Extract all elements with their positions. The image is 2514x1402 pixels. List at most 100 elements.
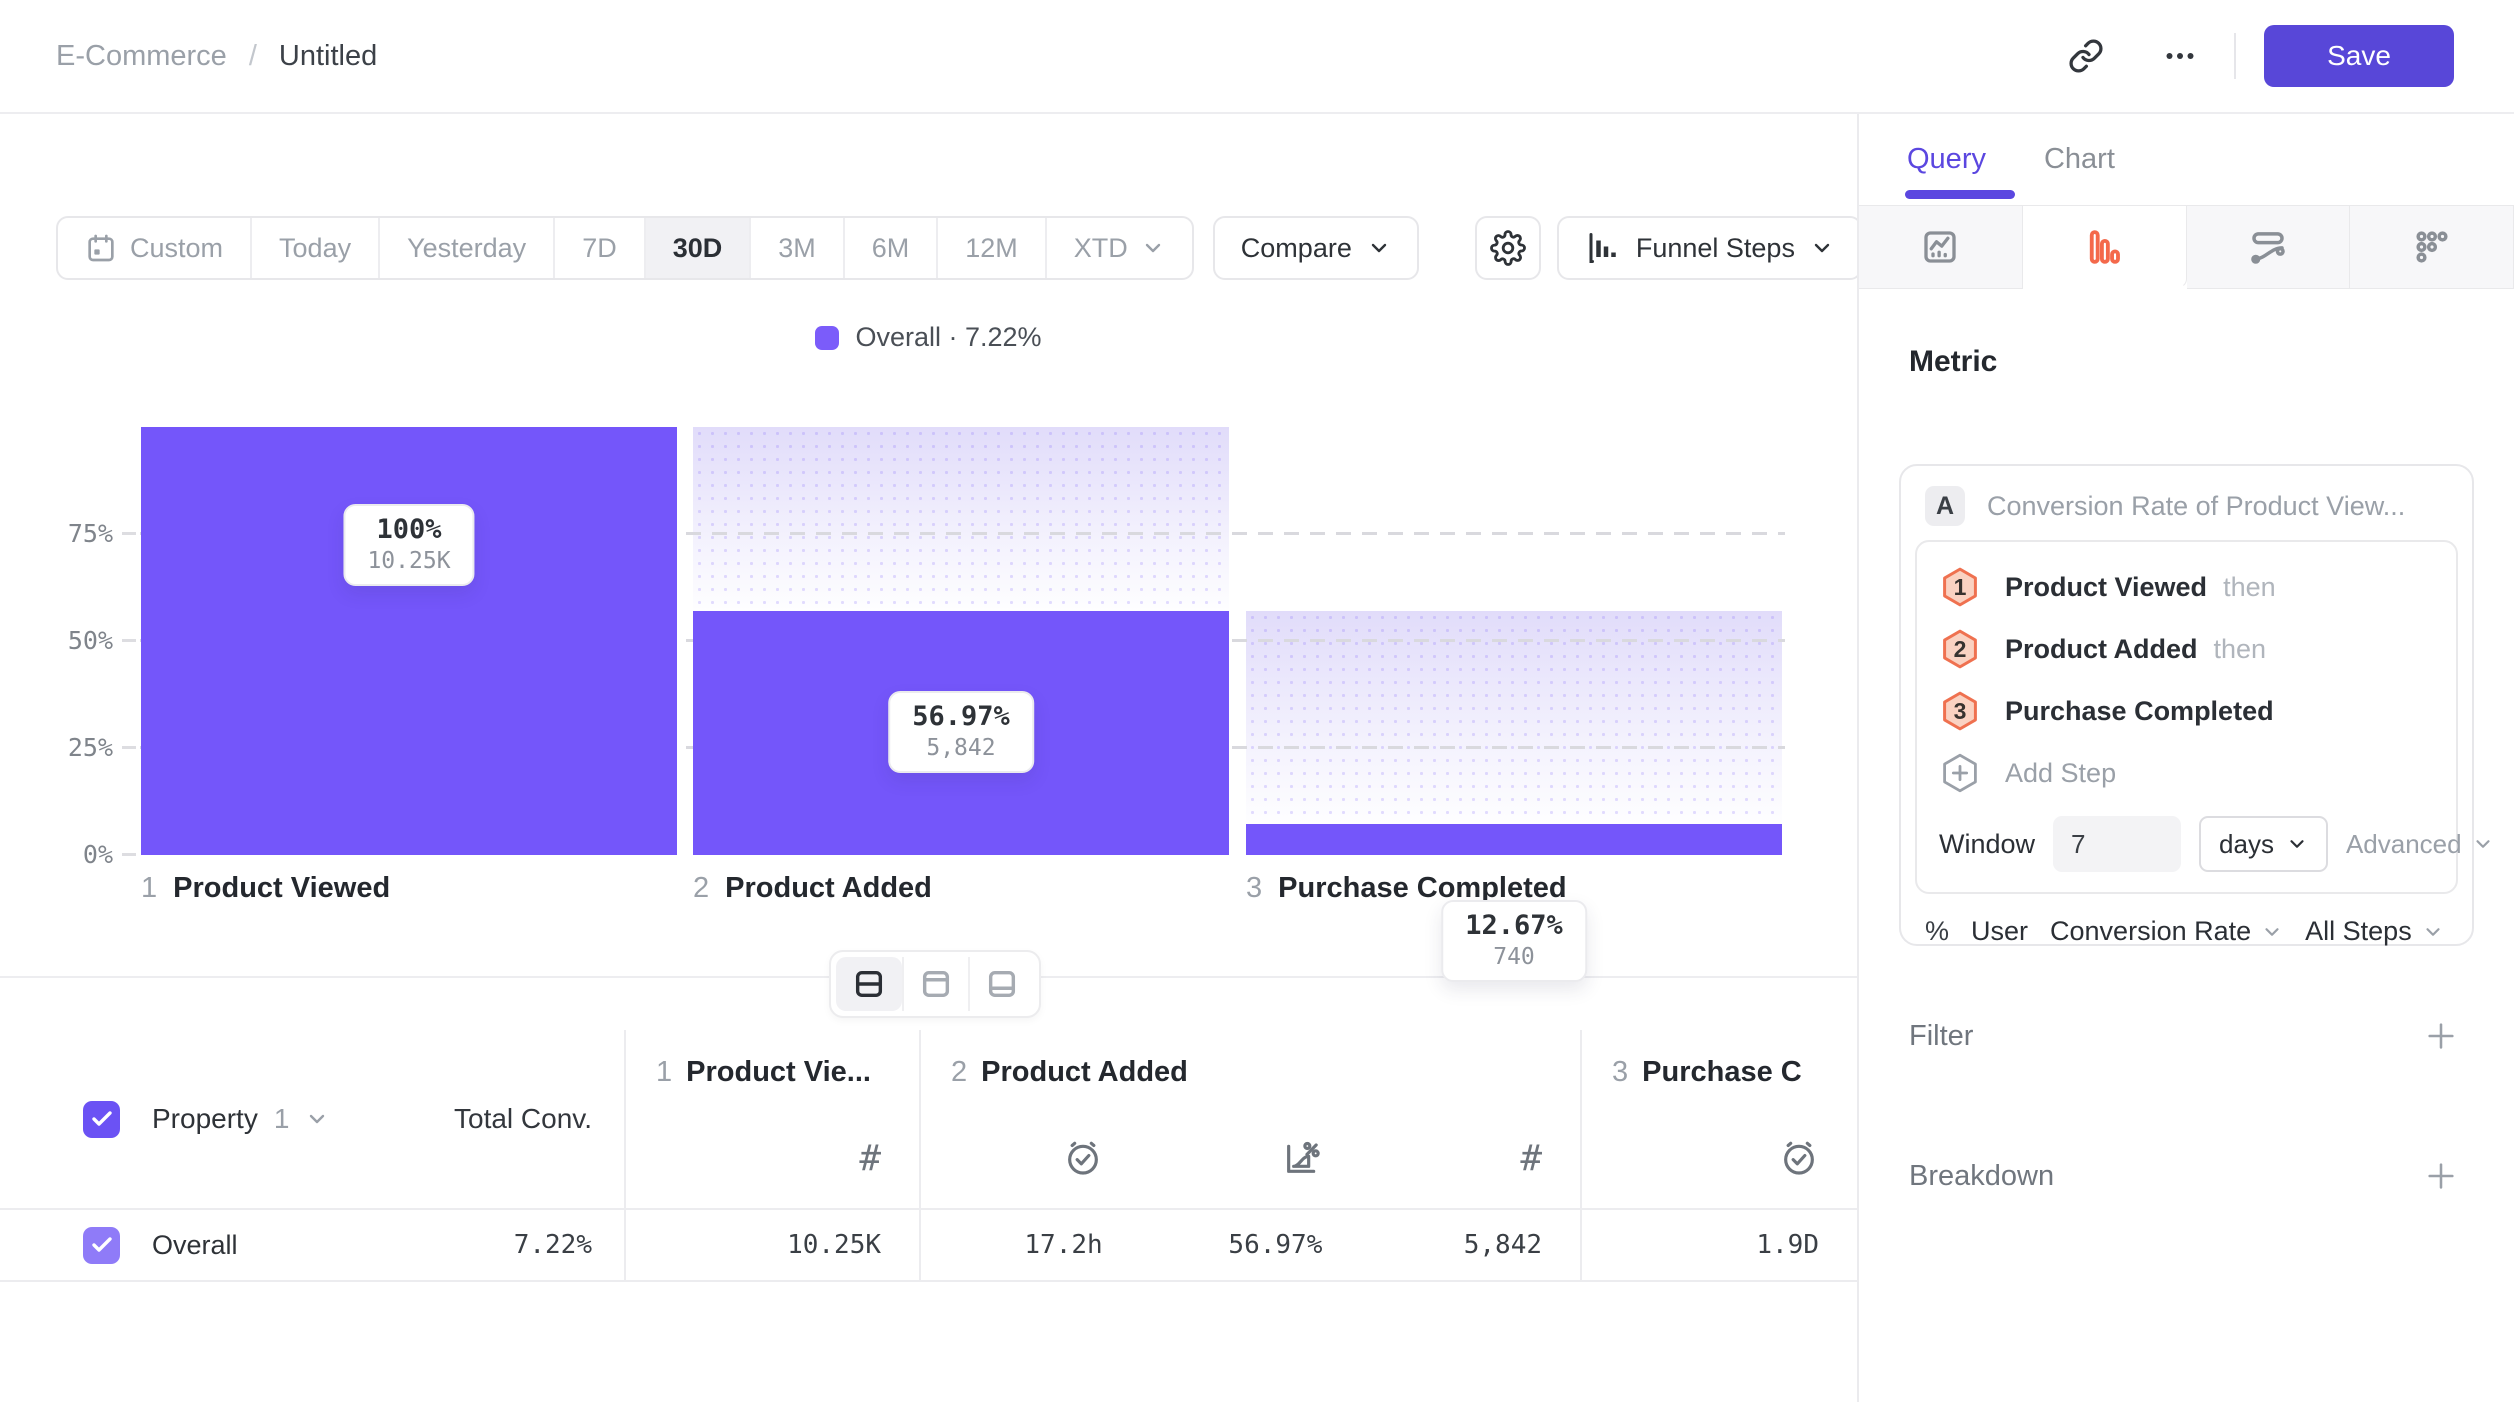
y-axis-tick-0: 0%: [82, 840, 113, 869]
scope-selector[interactable]: All Steps: [2305, 916, 2444, 947]
metric-measure-row: % User Conversion Rate All Steps: [1901, 894, 2472, 947]
window-value-input[interactable]: [2053, 816, 2182, 872]
compare-button[interactable]: Compare: [1212, 216, 1419, 280]
chart-type-selector[interactable]: Funnel Steps: [1556, 216, 1862, 280]
query-step-2[interactable]: 2 Product Added then: [1917, 618, 2456, 680]
date-range-custom[interactable]: Custom: [58, 218, 253, 278]
dots-grid-icon: [2411, 226, 2453, 268]
col-number: 3: [1612, 1056, 1629, 1088]
funnel-tooltip-step1: 100% 10.25K: [343, 504, 475, 586]
tab-retention[interactable]: [2350, 205, 2514, 289]
compare-label: Compare: [1240, 232, 1352, 263]
tab-insights-chart[interactable]: [1859, 205, 2023, 289]
gridline-75: [140, 532, 1785, 535]
col-step2-label[interactable]: 2 Product Added: [951, 1056, 1188, 1089]
tab-funnel-active[interactable]: [2022, 205, 2187, 289]
scope-label: All Steps: [2305, 916, 2412, 946]
add-breakdown-button[interactable]: [2424, 1159, 2458, 1193]
col-step3-label[interactable]: 3 Purchase C: [1612, 1056, 1802, 1089]
col-step3-metric-icons: [1582, 1108, 1857, 1208]
date-range-today[interactable]: Today: [252, 218, 381, 278]
link-icon: [2068, 38, 2104, 74]
tab-chart[interactable]: Chart: [2043, 143, 2115, 175]
row-checkbox[interactable]: [83, 1226, 120, 1264]
step-badge-number: 1: [1953, 573, 1967, 600]
date-range-xtd[interactable]: XTD: [1047, 218, 1192, 278]
time-metric-header[interactable]: [921, 1108, 1141, 1208]
funnel-bars-icon: [2083, 226, 2125, 268]
date-range-7d[interactable]: 7D: [555, 218, 646, 278]
breadcrumb-parent[interactable]: E-Commerce: [56, 39, 227, 72]
panel-divider: [1857, 114, 1859, 1402]
table-col-step1: 1 Product Vie... #: [624, 1030, 919, 1208]
funnel-tooltip-step2: 56.97% 5,842: [888, 691, 1034, 773]
funnel-bar-step1[interactable]: [141, 427, 677, 855]
property-number: 1: [273, 1103, 290, 1134]
property-selector[interactable]: Property 1: [152, 1103, 329, 1135]
row-left: Overall 7.22%: [0, 1210, 624, 1280]
metric-summary-row[interactable]: A Conversion Rate of Product View...: [1901, 466, 2472, 540]
tab-flows[interactable]: [2186, 205, 2351, 289]
row-step1-values: 10.25K: [624, 1210, 919, 1280]
col-number: 2: [951, 1056, 968, 1088]
save-button[interactable]: Save: [2264, 25, 2454, 87]
results-table: Property 1 Total Conv. 1 Product Vie... …: [0, 1030, 1857, 1282]
layout-bottom-button[interactable]: [968, 957, 1034, 1011]
tab-query[interactable]: Query: [1907, 143, 1986, 175]
step2-count: 5,842: [926, 735, 996, 761]
layout-split-button[interactable]: [836, 957, 902, 1011]
window-unit-selector[interactable]: days: [2199, 816, 2328, 872]
col-step1-label[interactable]: 1 Product Vie...: [656, 1056, 871, 1089]
col-number: 1: [656, 1056, 673, 1088]
add-step-button[interactable]: Add Step: [1917, 742, 2456, 804]
rate-metric-header[interactable]: [1141, 1108, 1361, 1208]
plus-icon: [2424, 1019, 2458, 1053]
date-range-3m[interactable]: 3M: [751, 218, 845, 278]
date-range-30d-selected[interactable]: 30D: [645, 218, 752, 278]
total-conv-header[interactable]: Total Conv.: [454, 1103, 592, 1134]
funnel-bar-step3[interactable]: [1246, 824, 1782, 855]
layout-toggle-group: [829, 950, 1041, 1018]
date-range-label: Today: [279, 232, 352, 263]
top-bar: E-Commerce / Untitled Save: [0, 0, 2514, 114]
measure-selector[interactable]: Conversion Rate: [2050, 916, 2283, 947]
x-axis-step2-label: 2 Product Added: [693, 872, 932, 905]
y-axis-tickmark: [122, 746, 136, 749]
select-all-checkbox[interactable]: [83, 1100, 120, 1138]
time-metric-header[interactable]: [1582, 1108, 1857, 1208]
metric-heading: Metric: [1909, 345, 1998, 378]
more-menu-button[interactable]: [2148, 24, 2212, 88]
entity-selector[interactable]: User: [1971, 916, 2028, 947]
share-link-button[interactable]: [2054, 24, 2118, 88]
chart-legend[interactable]: Overall · 7.22%: [0, 322, 1857, 353]
clock-check-icon: [1063, 1138, 1103, 1178]
count-metric-header[interactable]: #: [626, 1108, 919, 1208]
date-range-label: 7D: [582, 232, 617, 263]
legend-separator: ·: [948, 322, 958, 352]
add-filter-button[interactable]: [2424, 1019, 2458, 1053]
chevron-down-icon: [2422, 921, 2444, 943]
layout-top-button[interactable]: [902, 957, 968, 1011]
cell-step2-count: 5,842: [1463, 1230, 1543, 1260]
count-metric-header[interactable]: #: [1360, 1108, 1580, 1208]
chart-settings-button[interactable]: [1474, 216, 1541, 280]
date-range-6m[interactable]: 6M: [845, 218, 939, 278]
chevron-down-icon: [2261, 921, 2283, 943]
table-row-overall[interactable]: Overall 7.22% 10.25K 17.2h 56.97% 5,842 …: [0, 1208, 1857, 1282]
table-header-left: Property 1 Total Conv.: [0, 1030, 624, 1208]
advanced-toggle[interactable]: Advanced: [2346, 829, 2494, 860]
date-range-12m[interactable]: 12M: [938, 218, 1047, 278]
step-name: Product Added: [725, 872, 932, 904]
query-step-1[interactable]: 1 Product Viewed then: [1917, 556, 2456, 618]
y-axis-tickmark: [122, 639, 136, 642]
step2-conversion-pct: 56.97%: [912, 701, 1010, 732]
date-range-yesterday[interactable]: Yesterday: [380, 218, 556, 278]
property-label: Property: [152, 1103, 258, 1134]
y-axis-tickmark: [122, 853, 136, 856]
flow-icon: [2247, 226, 2289, 268]
date-range-label: 12M: [965, 232, 1018, 263]
step-name: Product Viewed: [173, 872, 391, 904]
breadcrumb-current[interactable]: Untitled: [278, 39, 378, 72]
measure-label: Conversion Rate: [2050, 916, 2252, 946]
query-step-3[interactable]: 3 Purchase Completed: [1917, 680, 2456, 742]
